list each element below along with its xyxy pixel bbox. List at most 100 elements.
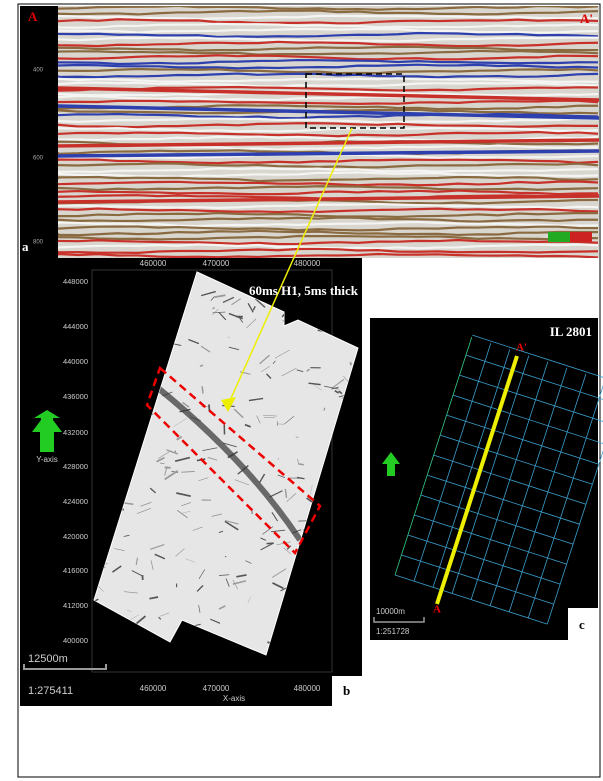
y-tick-label: 428000 (63, 462, 88, 471)
texture-stroke (228, 346, 240, 351)
reflector (58, 243, 599, 250)
y-tick-label: 416000 (63, 566, 88, 575)
texture-stroke (225, 519, 239, 525)
reflector (58, 77, 599, 83)
reflector (58, 180, 599, 187)
panel-label: a (22, 239, 29, 254)
reflector (58, 167, 599, 174)
frame (17, 3, 601, 778)
texture-stroke (252, 306, 256, 311)
grid-line (446, 414, 599, 465)
texture-stroke (188, 338, 200, 345)
texture-stroke (211, 513, 222, 517)
reflector (58, 63, 599, 70)
x-tick-label: 470000 (203, 259, 230, 268)
reflector (58, 117, 599, 124)
texture-stroke (331, 378, 345, 389)
texture-stroke (334, 389, 340, 394)
texture-stroke (158, 616, 162, 620)
texture-stroke (173, 418, 188, 427)
texture-stroke (263, 415, 278, 417)
y-tick-label: 440000 (63, 357, 88, 366)
map-frame (91, 269, 333, 673)
texture-stroke (198, 477, 209, 481)
scale-bar (23, 664, 107, 670)
texture-stroke (286, 493, 297, 502)
texture-stroke (233, 408, 244, 419)
reflector (58, 49, 599, 56)
texture-stroke (306, 368, 310, 372)
map-title: IL 2801 (550, 324, 592, 339)
reflector (58, 130, 599, 138)
texture-stroke (136, 507, 151, 514)
texture-stroke (181, 470, 195, 473)
scale-bar (373, 617, 425, 623)
grid-line (459, 374, 603, 422)
reflector (58, 138, 599, 148)
texture-stroke (296, 369, 304, 373)
texture-stroke (324, 385, 339, 390)
texture-stroke (185, 558, 196, 563)
scale-ratio: 1:251728 (376, 627, 410, 636)
y-tick-label: 400000 (63, 636, 88, 645)
texture-stroke (277, 474, 285, 479)
marker: A (28, 9, 38, 24)
texture-stroke (224, 520, 239, 531)
texture-stroke (232, 580, 247, 585)
texture-stroke (228, 312, 243, 320)
fault-trace (156, 385, 303, 542)
x-tick-label: 480000 (294, 259, 321, 268)
reflector (58, 225, 599, 232)
reflector (58, 104, 599, 120)
legend-icon (548, 232, 570, 242)
texture-stroke (201, 386, 204, 394)
texture-stroke (112, 565, 122, 573)
texture-stroke (218, 311, 227, 321)
y-tick-label: 448000 (63, 277, 88, 286)
reflector (58, 28, 599, 34)
map-axes: 460000 460000 470000 470000 480000 480000 4480… (63, 259, 321, 693)
texture-stroke (140, 501, 152, 507)
texture-stroke (281, 367, 297, 377)
reflector (58, 99, 599, 105)
texture-stroke (174, 456, 191, 462)
axis-label: Y-axis (36, 455, 58, 464)
link-line (227, 127, 353, 406)
inline-2801 (435, 355, 519, 605)
texture-stroke (149, 596, 159, 600)
grid-line (394, 574, 548, 625)
reflector (58, 18, 599, 25)
texture-stroke (272, 582, 284, 590)
texture-stroke (338, 390, 343, 395)
texture-stroke (212, 308, 219, 315)
texture-stroke (196, 585, 204, 592)
grid-line (407, 534, 561, 585)
marker: A' (580, 11, 593, 26)
map-title: 60ms H1, 5ms thick (249, 283, 359, 298)
texture-stroke (164, 466, 168, 476)
texture-stroke (210, 296, 215, 301)
label-box (332, 676, 362, 706)
texture-stroke (261, 366, 271, 373)
fault-zone (145, 365, 322, 556)
texture-stroke (158, 451, 170, 459)
texture-stroke (154, 553, 166, 560)
grid-line (465, 354, 603, 400)
texture-stroke (218, 530, 224, 534)
panel-label: c (579, 617, 585, 632)
x-tick-label: 460000 (140, 684, 167, 693)
reflector (58, 45, 599, 52)
texture-stroke (176, 492, 191, 498)
texture-stroke (160, 612, 170, 617)
reflector (58, 207, 599, 214)
texture-stroke (198, 569, 206, 580)
scale-bar-label: 12500m (28, 653, 68, 665)
reflector (58, 175, 599, 183)
reflector (58, 185, 599, 192)
reflector (58, 58, 599, 66)
reflector (58, 229, 599, 237)
texture-stroke (149, 487, 157, 494)
reflector (58, 40, 599, 48)
texture-stroke (323, 407, 326, 411)
